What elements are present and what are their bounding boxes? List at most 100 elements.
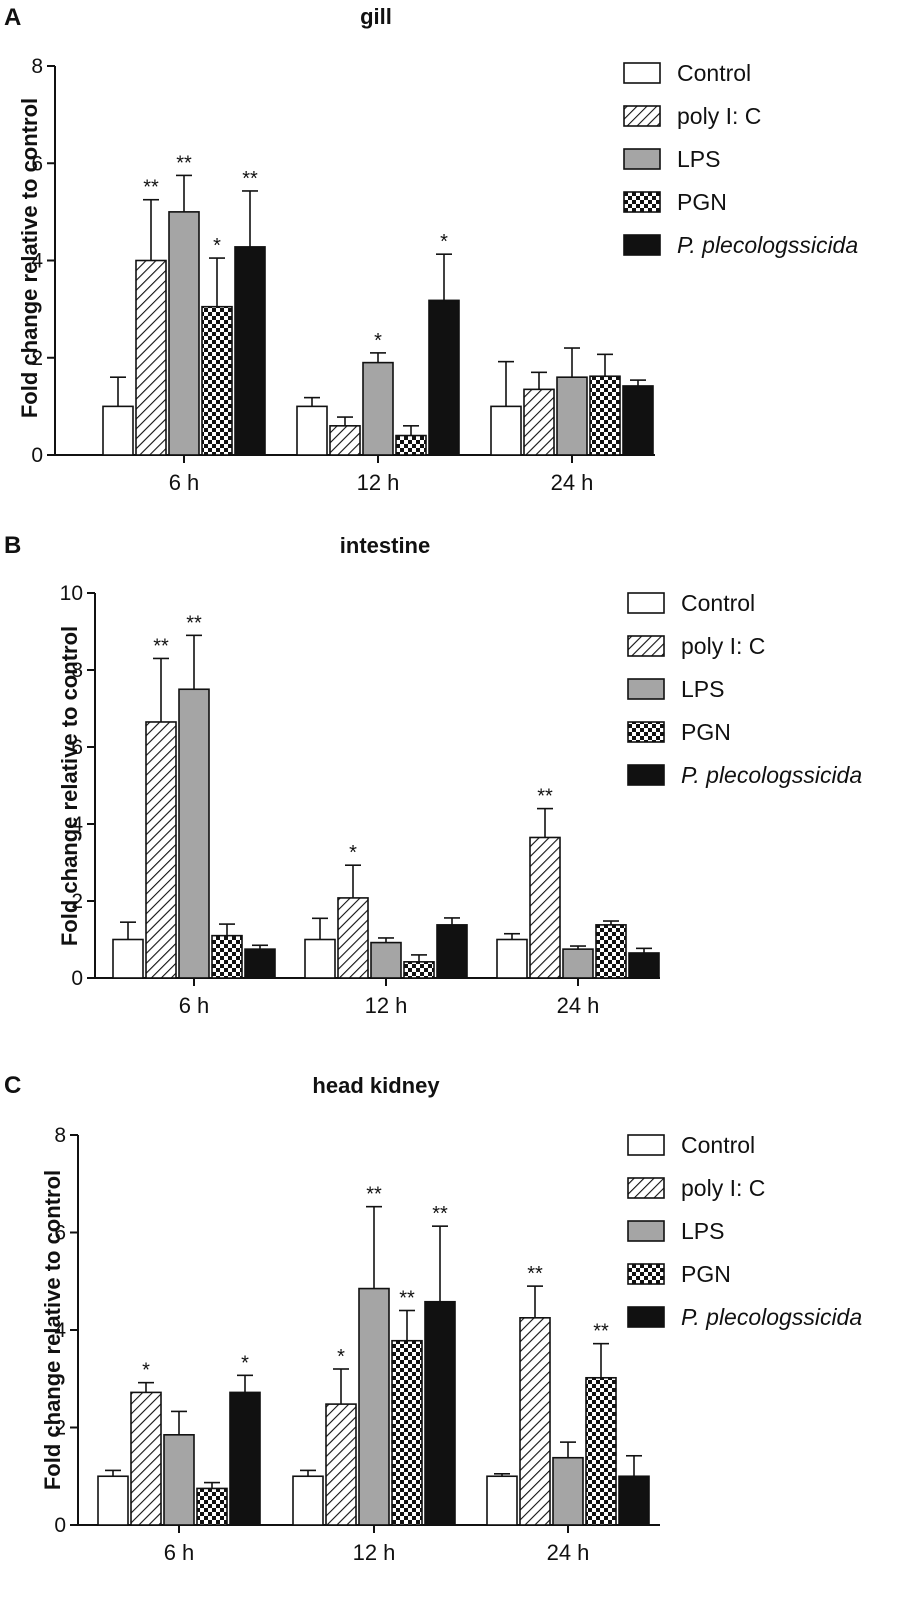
bar-p-plecologssicida <box>229 1391 261 1526</box>
y-axis-label: Fold change relative to control <box>40 1170 65 1490</box>
y-tick-label: 6 <box>31 152 43 175</box>
x-tick-label: 24 h <box>547 1540 590 1565</box>
legend-swatch <box>627 1220 665 1242</box>
bar-lps <box>562 948 594 979</box>
y-tick-label: 10 <box>60 582 83 605</box>
significance-label: ** <box>176 152 192 174</box>
bar-pgn <box>196 1487 228 1526</box>
significance-label: * <box>374 330 382 352</box>
bar-poly-i-c <box>523 388 555 456</box>
bar-p-plecologssicida <box>618 1475 650 1526</box>
bar-p-plecologssicida <box>234 246 266 456</box>
bar-p-plecologssicida <box>428 299 460 456</box>
x-tick-label: 12 h <box>353 1540 396 1565</box>
y-tick-label: 2 <box>54 1417 66 1440</box>
panel-letter: B <box>4 532 21 559</box>
y-tick-label: 4 <box>54 1319 66 1342</box>
significance-label: * <box>241 1352 249 1374</box>
legend-label: P. plecologssicida <box>681 762 862 788</box>
bar-pgn <box>585 1376 617 1526</box>
significance-label: * <box>440 231 448 253</box>
y-tick-label: 4 <box>71 813 83 836</box>
bar-lps <box>178 688 210 979</box>
y-axis-label: Fold change relative to control <box>17 98 42 418</box>
y-tick-label: 4 <box>31 250 43 273</box>
legend-swatch <box>627 764 665 786</box>
significance-label: ** <box>153 635 169 657</box>
legend-swatch <box>623 62 661 84</box>
bar-control <box>102 405 134 456</box>
legend-label: LPS <box>677 146 720 172</box>
significance-label: ** <box>242 168 258 190</box>
bar-poly-i-c <box>329 425 361 456</box>
panel-title: intestine <box>340 533 430 558</box>
bar-lps <box>556 376 588 456</box>
legend-swatch <box>623 148 661 170</box>
legend-label: P. plecologssicida <box>681 1304 862 1330</box>
legend-label: PGN <box>677 189 727 215</box>
bar-poly-i-c <box>519 1317 551 1526</box>
significance-label: ** <box>527 1263 543 1285</box>
significance-label: * <box>213 235 221 257</box>
x-tick-label: 6 h <box>169 470 200 495</box>
significance-label: ** <box>593 1321 609 1343</box>
legend-label: Control <box>681 590 755 616</box>
x-tick-label: 24 h <box>557 993 600 1018</box>
bar-pgn <box>403 961 435 979</box>
legend-label: P. plecologssicida <box>677 232 858 258</box>
legend-swatch <box>623 105 661 127</box>
legend-swatch <box>627 1263 665 1285</box>
bar-pgn <box>395 434 427 456</box>
significance-label: ** <box>399 1288 415 1310</box>
bar-poly-i-c <box>145 721 177 979</box>
legend-label: PGN <box>681 719 731 745</box>
panel-letter: C <box>4 1072 21 1099</box>
legend-label: Control <box>681 1132 755 1158</box>
bar-control <box>486 1475 518 1526</box>
significance-label: ** <box>432 1203 448 1225</box>
bar-control <box>490 405 522 456</box>
y-tick-label: 8 <box>31 55 43 78</box>
bar-poly-i-c <box>130 1391 162 1526</box>
bar-p-plecologssicida <box>424 1300 456 1526</box>
legend-swatch <box>627 592 665 614</box>
legend-swatch <box>627 1134 665 1156</box>
bar-lps <box>370 941 402 979</box>
y-tick-label: 8 <box>54 1124 66 1147</box>
legend-label: LPS <box>681 676 724 702</box>
bar-pgn <box>211 934 243 979</box>
bar-control <box>296 405 328 456</box>
significance-label: ** <box>537 786 553 808</box>
x-tick-label: 12 h <box>357 470 400 495</box>
y-tick-label: 0 <box>54 1514 66 1537</box>
y-tick-label: 0 <box>31 444 43 467</box>
legend-swatch <box>627 1306 665 1328</box>
bar-poly-i-c <box>337 897 369 979</box>
y-tick-label: 6 <box>71 736 83 759</box>
legend-swatch <box>627 635 665 657</box>
y-axis-label: Fold change relative to control <box>57 626 82 946</box>
y-tick-label: 2 <box>31 347 43 370</box>
significance-label: ** <box>186 612 202 634</box>
bar-poly-i-c <box>135 259 167 456</box>
bar-p-plecologssicida <box>244 948 276 979</box>
legend-swatch <box>627 1177 665 1199</box>
legend-label: PGN <box>681 1261 731 1287</box>
panel-title: head kidney <box>312 1073 440 1098</box>
legend-label: poly I: C <box>677 103 761 129</box>
bar-p-plecologssicida <box>622 385 654 456</box>
bar-p-plecologssicida <box>628 952 660 979</box>
bar-pgn <box>595 924 627 979</box>
significance-label: * <box>142 1360 150 1382</box>
legend-swatch <box>623 234 661 256</box>
bar-lps <box>168 211 200 456</box>
legend-swatch <box>623 191 661 213</box>
x-tick-label: 24 h <box>551 470 594 495</box>
y-tick-label: 8 <box>71 659 83 682</box>
legend-label: poly I: C <box>681 1175 765 1201</box>
legend-label: poly I: C <box>681 633 765 659</box>
bar-control <box>112 938 144 979</box>
legend-swatch <box>627 721 665 743</box>
